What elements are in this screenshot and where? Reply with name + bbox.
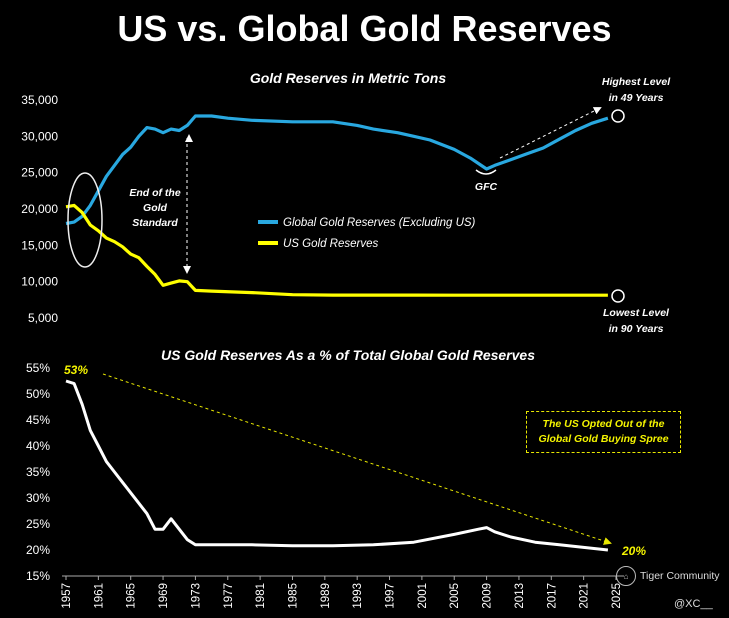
x-tick-label: 2009 — [482, 583, 494, 609]
top-y-tick: 25,000 — [21, 166, 58, 180]
lowest-line2: in 90 Years — [609, 323, 664, 335]
x-tick-label: 1993 — [352, 583, 364, 609]
top-y-tick: 10,000 — [21, 275, 58, 289]
highest-marker — [611, 109, 625, 123]
x-tick-label: 2013 — [514, 583, 526, 609]
top-y-tick: 5,000 — [28, 311, 58, 325]
global-reserves-line — [65, 114, 609, 226]
bottom-chart-title: US Gold Reserves As a % of Total Global … — [161, 347, 535, 363]
x-tick-label: 2025 — [611, 583, 623, 609]
x-tick-label: 1985 — [287, 583, 299, 609]
end-percent-label: 20% — [621, 544, 646, 558]
bottom-y-tick: 55% — [26, 361, 50, 375]
x-tick-label: 1957 — [61, 583, 73, 609]
us-reserves-line — [65, 203, 608, 297]
x-tick-label: 1965 — [126, 583, 138, 609]
highest-arrow — [499, 107, 602, 159]
trend-arrow — [102, 373, 612, 545]
top-series-group — [65, 114, 609, 297]
x-tick-label: 1997 — [385, 583, 397, 609]
main-title: US vs. Global Gold Reserves — [117, 8, 612, 49]
x-tick-label: 1961 — [93, 583, 105, 609]
top-y-tick: 30,000 — [21, 129, 58, 143]
x-axis: 1957 1961 1965 1969 1973 1977 1981 1985 1989 1993… — [61, 576, 623, 609]
highest-line1: Highest Level — [602, 76, 671, 88]
bottom-y-tick: 25% — [26, 517, 50, 531]
x-tick-label: 2005 — [449, 583, 461, 609]
x-tick-label: 1977 — [223, 583, 235, 609]
bottom-y-tick: 20% — [26, 543, 50, 557]
bottom-y-tick: 35% — [26, 465, 50, 479]
end-gold-standard-line3: Standard — [132, 217, 178, 229]
author-handle: @XC__ — [674, 598, 713, 610]
lowest-marker — [611, 289, 625, 303]
gfc-label: GFC — [475, 181, 498, 193]
bottom-y-tick: 40% — [26, 439, 50, 453]
watermark: ⌂ Tiger Community — [616, 566, 720, 586]
bottom-y-axis: 55% 50% 45% 40% 35% 30% 25% 20% 15% — [26, 361, 50, 583]
bottom-series-group — [65, 379, 609, 552]
bottom-y-tick: 30% — [26, 491, 50, 505]
callout-box: The US Opted Out of the Global Gold Buyi… — [526, 411, 681, 453]
legend-us-label: US Gold Reserves — [283, 238, 378, 250]
lowest-line1: Lowest Level — [603, 307, 670, 319]
top-y-axis: 35,000 30,000 25,000 20,000 15,000 10,000 5,00… — [21, 93, 58, 325]
us-share-line — [65, 379, 609, 552]
bottom-y-tick: 50% — [26, 387, 50, 401]
watermark-text: Tiger Community — [640, 570, 720, 582]
x-tick-label: 2021 — [579, 583, 591, 609]
x-tick-label: 1969 — [158, 583, 170, 609]
top-y-tick: 20,000 — [21, 202, 58, 216]
top-y-tick: 35,000 — [21, 93, 58, 107]
bottom-y-tick: 45% — [26, 413, 50, 427]
x-tick-label: 1981 — [255, 583, 267, 609]
x-tick-label: 2001 — [417, 583, 429, 609]
x-tick-label: 1973 — [190, 583, 202, 609]
x-tick-label: 1989 — [320, 583, 332, 609]
end-gold-standard-line2: Gold — [143, 202, 167, 214]
bottom-y-tick: 15% — [26, 569, 50, 583]
top-chart-title: Gold Reserves in Metric Tons — [250, 70, 447, 86]
gfc-bracket — [475, 169, 497, 175]
tiger-logo-icon: ⌂ — [616, 566, 636, 586]
top-y-tick: 15,000 — [21, 238, 58, 252]
x-tick-label: 2017 — [546, 583, 558, 609]
highest-line2: in 49 Years — [609, 92, 664, 104]
end-gold-standard-line1: End of the — [129, 187, 180, 199]
start-circle-annotation — [67, 172, 103, 268]
start-percent-label: 53% — [64, 363, 88, 377]
legend-global-label: Global Gold Reserves (Excluding US) — [283, 217, 476, 229]
